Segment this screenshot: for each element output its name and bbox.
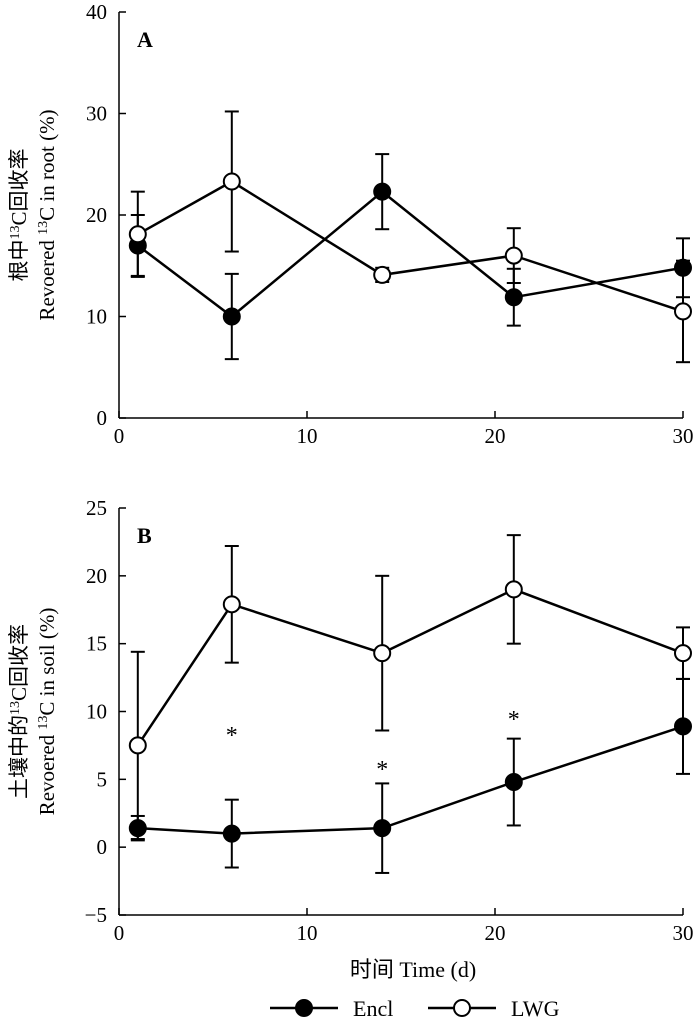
- data-point-encl: [373, 182, 392, 201]
- series-line-encl: [137, 190, 684, 319]
- y-axis-label-cn: 土壤中的13C回收率: [7, 624, 31, 799]
- significance-star: *: [508, 707, 520, 733]
- y-axis-label-en-text: Revoered: [35, 730, 59, 816]
- isotope-superscript: 13: [8, 226, 23, 240]
- y-tick-label: 20: [86, 564, 107, 588]
- data-point-lwg: [674, 302, 692, 321]
- x-tick-label: 30: [673, 424, 694, 448]
- x-tick-label: 20: [485, 921, 506, 945]
- x-tick-label: 10: [297, 424, 318, 448]
- data-point-lwg: [504, 580, 523, 599]
- y-axis-label-cn: 根中13C回收率: [7, 148, 31, 281]
- x-tick-label: 0: [114, 921, 125, 945]
- data-point-lwg: [128, 736, 147, 755]
- data-point-encl: [222, 824, 241, 843]
- legend-marker-encl: [295, 999, 313, 1017]
- legend-label-encl: Encl: [353, 996, 393, 1021]
- legend: Encl LWG: [270, 996, 560, 1021]
- isotope-superscript: 13: [8, 701, 23, 715]
- y-tick-label: 30: [86, 102, 107, 126]
- x-tick-label: 20: [485, 424, 506, 448]
- y-tick-label: 20: [86, 203, 107, 227]
- legend-marker-lwg: [453, 999, 471, 1017]
- y-axis-label-en-text: C in root (%): [35, 109, 59, 220]
- y-tick-label: 10: [86, 700, 107, 724]
- data-point-encl: [504, 288, 523, 307]
- y-axis-label-cn-text: 根中: [7, 240, 31, 282]
- data-point-encl: [373, 819, 392, 838]
- y-axis-label-cn-text: 土壤中的: [7, 715, 31, 799]
- isotope-superscript: 13: [36, 221, 51, 235]
- isotope-superscript: 13: [36, 716, 51, 730]
- y-tick-label: 40: [86, 0, 107, 24]
- significance-star: *: [226, 723, 238, 749]
- x-tick-label: 0: [114, 424, 125, 448]
- y-tick-label: 0: [97, 406, 108, 430]
- x-axis-label: 时间 Time (d): [350, 957, 476, 982]
- y-tick-label: 15: [86, 632, 107, 656]
- data-point-encl: [222, 307, 241, 326]
- data-point-lwg: [128, 225, 147, 244]
- y-axis-label-en-text: C in soil (%): [35, 608, 59, 716]
- data-point-lwg: [504, 246, 523, 265]
- data-point-lwg: [222, 172, 241, 191]
- data-point-lwg: [222, 595, 241, 614]
- y-tick-label: 25: [86, 496, 107, 520]
- y-axis-label-cn-text: C回收率: [7, 624, 31, 701]
- data-point-lwg: [373, 265, 392, 284]
- series-line-lwg: [136, 588, 684, 747]
- panel-label: B: [137, 523, 152, 548]
- data-point-lwg: [674, 644, 692, 663]
- series-line-lwg: [137, 180, 684, 313]
- y-tick-label: 5: [97, 767, 108, 791]
- x-tick-label: 30: [673, 921, 694, 945]
- y-axis-label-en: Revoered 13C in soil (%): [35, 608, 59, 816]
- significance-star: *: [376, 757, 388, 783]
- y-axis-label-cn-text: C回收率: [7, 148, 31, 225]
- legend-label-lwg: LWG: [511, 996, 560, 1021]
- y-axis-label-en: Revoered 13C in root (%): [35, 109, 59, 320]
- panel-label: A: [137, 27, 153, 52]
- data-point-encl: [504, 773, 523, 792]
- series-line-encl: [137, 725, 684, 835]
- y-tick-label: 10: [86, 305, 107, 329]
- x-tick-label: 10: [297, 921, 318, 945]
- y-tick-label: 0: [97, 835, 108, 859]
- y-tick-label: −5: [85, 903, 107, 927]
- data-point-lwg: [373, 644, 392, 663]
- data-point-encl: [674, 717, 692, 736]
- y-axis-label-en-text: Revoered: [35, 235, 59, 321]
